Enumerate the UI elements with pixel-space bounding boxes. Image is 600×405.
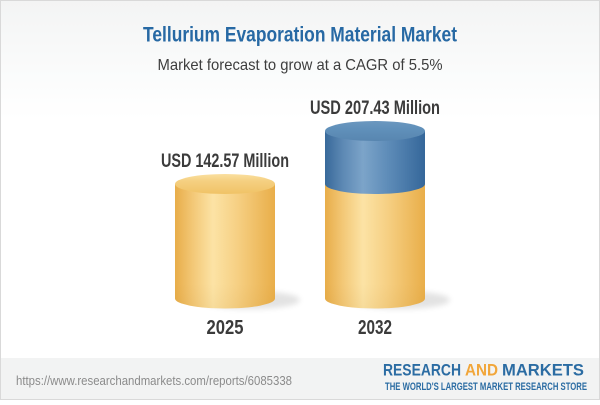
svg-text:RESEARCH: RESEARCH: [383, 361, 461, 380]
svg-text:https://www.researchandmarkets: https://www.researchandmarkets.com/repor…: [16, 374, 292, 388]
svg-text:AND: AND: [465, 361, 498, 380]
svg-text:2032: 2032: [358, 317, 392, 339]
svg-text:Tellurium Evaporation Material: Tellurium Evaporation Material Market: [143, 24, 457, 47]
svg-text:2025: 2025: [207, 317, 244, 339]
svg-text:USD 142.57 Million: USD 142.57 Million: [161, 151, 289, 172]
svg-text:MARKETS: MARKETS: [502, 361, 584, 380]
svg-text:Market forecast to grow at a C: Market forecast to grow at a CAGR of 5.5…: [158, 57, 443, 74]
svg-text:THE WORLD'S LARGEST MARKET RES: THE WORLD'S LARGEST MARKET RESEARCH STOR…: [385, 381, 587, 393]
svg-text:USD 207.43 Million: USD 207.43 Million: [310, 98, 440, 119]
